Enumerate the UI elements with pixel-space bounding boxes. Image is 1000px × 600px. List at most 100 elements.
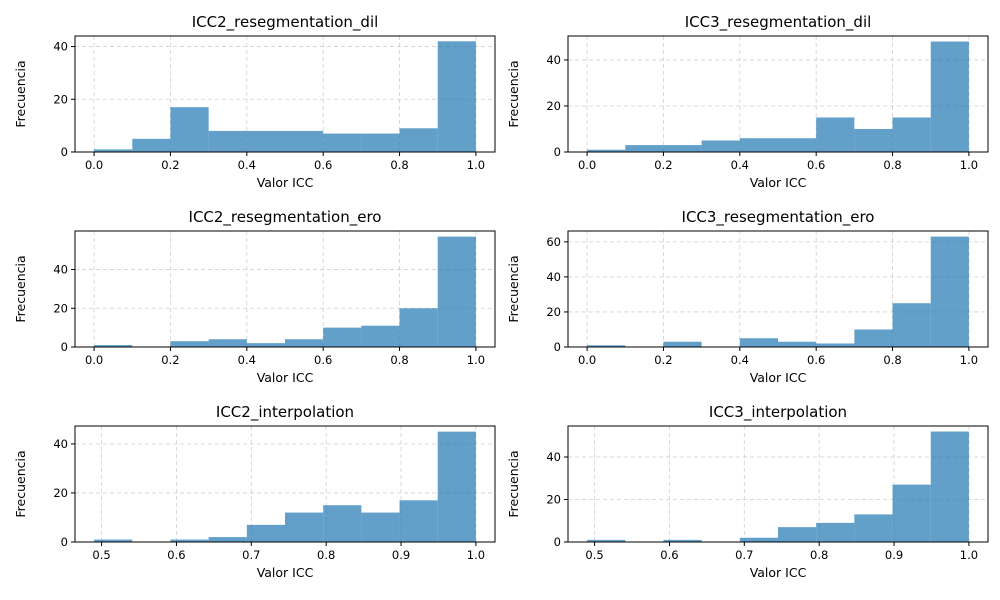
histogram-bar: [739, 537, 778, 542]
x-tick-label: 0.0: [85, 158, 103, 172]
y-tick-label: 40: [53, 263, 68, 277]
histogram-bar: [739, 338, 778, 347]
histogram-bar: [778, 527, 817, 542]
histogram-bar: [132, 138, 171, 152]
histogram-bar: [94, 149, 133, 152]
y-tick-label: 0: [61, 145, 68, 159]
chart-title: ICC3_resegmentation_dil: [685, 13, 872, 32]
x-axis-label: Valor ICC: [750, 565, 807, 580]
y-axis-label: Frecuencia: [13, 450, 28, 517]
y-tick-label: 0: [61, 340, 68, 354]
histogram-panel: 0.0 0.2 0.4 0.6 0.8 1.0 0 20 40 ICC3_resegmentati…: [506, 13, 989, 190]
x-axis-label: Valor ICC: [257, 565, 314, 580]
histogram-bar: [892, 303, 931, 347]
x-tick-label: 0.8: [883, 353, 901, 367]
chart-title: ICC2_interpolation: [216, 403, 354, 422]
histogram-bar: [285, 339, 324, 347]
histogram-bar: [246, 130, 285, 152]
histogram-bar: [170, 539, 209, 542]
x-tick-label: 0.6: [660, 548, 678, 562]
histogram-bar: [816, 522, 855, 542]
x-axis-label: Valor ICC: [257, 175, 314, 190]
y-tick-label: 60: [546, 235, 561, 249]
y-tick-label: 0: [61, 535, 68, 549]
axes-frame: [74, 230, 496, 348]
axes-frame: [567, 35, 989, 153]
histogram-bar: [323, 327, 362, 347]
histogram-bar: [587, 345, 626, 347]
y-axis-label: Frecuencia: [506, 450, 521, 517]
histogram-bar: [663, 145, 702, 152]
histogram-bar: [663, 539, 702, 542]
y-tick-label: 40: [53, 40, 68, 54]
y-axis-label: Frecuencia: [13, 255, 28, 322]
histogram-bar: [930, 431, 969, 542]
y-axis-label: Frecuencia: [13, 60, 28, 127]
histogram-bar: [246, 524, 285, 542]
histogram-bar: [854, 329, 893, 347]
histogram-bar: [170, 341, 209, 347]
y-tick-label: 40: [53, 437, 68, 451]
x-tick-label: 0.9: [885, 548, 903, 562]
x-tick-label: 1.0: [960, 548, 978, 562]
y-tick-label: 40: [546, 270, 561, 284]
histogram-bar: [94, 539, 133, 542]
x-axis-label: Valor ICC: [750, 370, 807, 385]
x-tick-label: 0.2: [654, 158, 672, 172]
x-tick-label: 1.0: [467, 158, 485, 172]
histogram-bar: [739, 138, 778, 152]
histogram-panel: 0.5 0.6 0.7 0.8 0.9 1.0 0 20 40 ICC2_interpolatio…: [13, 403, 496, 580]
y-tick-label: 40: [546, 450, 561, 464]
axes-frame: [74, 425, 496, 543]
y-tick-label: 20: [546, 99, 561, 113]
x-tick-label: 0.6: [807, 158, 825, 172]
histogram-bar: [208, 537, 247, 542]
x-tick-label: 1.0: [467, 548, 485, 562]
x-tick-label: 0.8: [883, 158, 901, 172]
histogram-bar: [778, 138, 817, 152]
x-tick-label: 0.7: [735, 548, 753, 562]
histogram-bar: [323, 133, 362, 152]
histogram-bar: [437, 236, 476, 347]
histogram-bar: [930, 236, 969, 347]
histogram-bar: [437, 431, 476, 542]
y-tick-label: 0: [554, 535, 561, 549]
y-axis-label: Frecuencia: [506, 255, 521, 322]
x-tick-label: 0.6: [314, 158, 332, 172]
chart-title: ICC2_resegmentation_dil: [192, 13, 379, 32]
histogram-bar: [854, 514, 893, 542]
chart-title: ICC3_interpolation: [709, 403, 847, 422]
histogram-bar: [587, 149, 626, 152]
x-tick-label: 1.0: [467, 353, 485, 367]
x-tick-label: 0.6: [314, 353, 332, 367]
histogram-bar: [437, 41, 476, 152]
histogram-bar: [285, 130, 324, 152]
x-tick-label: 0.4: [238, 158, 256, 172]
x-tick-label: 0.8: [390, 158, 408, 172]
histogram-panel: 0.0 0.2 0.4 0.6 0.8 1.0 0 20 40 ICC2_resegmentati…: [13, 208, 496, 385]
x-axis-label: Valor ICC: [750, 175, 807, 190]
histogram-panel: 0.5 0.6 0.7 0.8 0.9 1.0 0 20 40 ICC3_interpolatio…: [506, 403, 989, 580]
y-axis-label: Frecuencia: [506, 60, 521, 127]
x-tick-label: 0.2: [161, 158, 179, 172]
x-tick-label: 0.4: [731, 158, 749, 172]
histogram-bar: [930, 41, 969, 152]
x-tick-label: 0.8: [390, 353, 408, 367]
x-tick-label: 0.6: [167, 548, 185, 562]
x-tick-label: 0.4: [731, 353, 749, 367]
y-tick-label: 20: [546, 493, 561, 507]
histogram-bar: [399, 500, 438, 542]
x-tick-label: 0.5: [92, 548, 110, 562]
x-tick-label: 1.0: [960, 158, 978, 172]
histogram-bar: [361, 325, 400, 347]
x-tick-label: 0.5: [585, 548, 603, 562]
histogram-bar: [399, 308, 438, 347]
axes-frame: [74, 35, 496, 153]
x-tick-label: 0.6: [807, 353, 825, 367]
x-tick-label: 0.2: [161, 353, 179, 367]
y-tick-label: 0: [554, 340, 561, 354]
histogram-bar: [663, 341, 702, 347]
histogram-bar: [816, 117, 855, 152]
histogram-bar: [361, 512, 400, 542]
